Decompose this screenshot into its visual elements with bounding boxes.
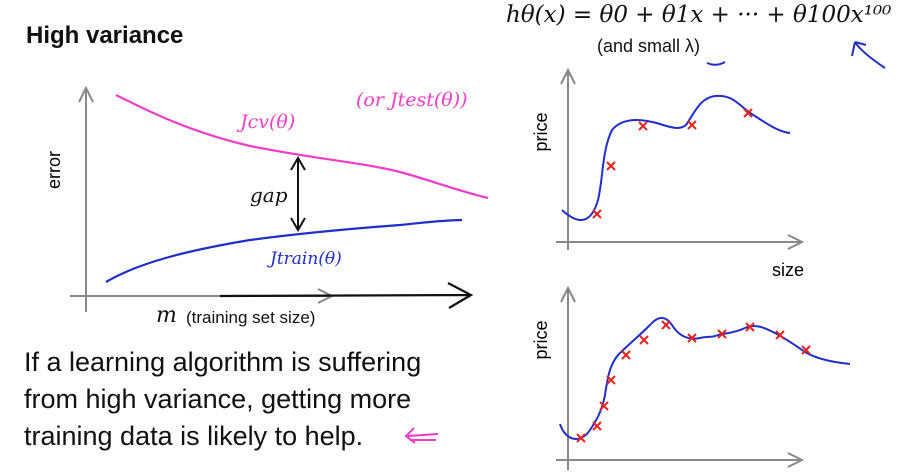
data-point-marker xyxy=(687,333,697,343)
bottom-fit-curve xyxy=(559,316,851,440)
top-fit-curve xyxy=(561,94,791,221)
data-point-marker xyxy=(592,209,602,219)
data-point-marker xyxy=(717,329,727,339)
y-axis-arrowhead xyxy=(78,85,94,103)
lambda-note: (and small λ) xyxy=(597,36,701,56)
error-axis-label: error xyxy=(44,151,64,189)
gap-label: gap xyxy=(250,183,288,207)
top-y-arrowhead xyxy=(560,67,576,85)
formula-text: hθ(x) = θ0 + θ1x + ··· + θ100x¹⁰⁰ xyxy=(506,2,892,28)
data-point-marker xyxy=(687,120,697,130)
explanation-line-2: from high variance, getting more xyxy=(24,384,412,414)
cv-error-curve xyxy=(115,94,489,200)
data-point-marker xyxy=(801,345,811,355)
data-point-marker xyxy=(621,350,631,360)
bottom-y-arrowhead xyxy=(560,285,576,303)
train-error-curve xyxy=(105,218,463,283)
top-fit-plot: price size xyxy=(531,67,805,280)
slide-title: High variance xyxy=(26,22,184,49)
formula-pointer-arrow xyxy=(851,41,886,69)
bottom-fit-plot: price xyxy=(531,285,851,470)
hypothesis-formula: hθ(x) = θ0 + θ1x + ··· + θ100x¹⁰⁰ xyxy=(506,2,891,28)
data-point-marker xyxy=(661,320,671,330)
m-symbol: m xyxy=(156,303,177,328)
data-point-marker xyxy=(576,433,586,443)
explanation-text: If a learning algorithm is suffering fro… xyxy=(24,344,474,455)
test-label: (or Jtest(θ)) xyxy=(356,89,468,111)
learning-curve-plot: error Jcv(θ) (or Jtest(θ)) Jtrain(θ) gap… xyxy=(44,85,489,328)
data-point-marker xyxy=(606,375,616,385)
bottom-price-label: price xyxy=(531,320,551,359)
data-point-marker xyxy=(775,330,785,340)
x-axis-label: (training set size) xyxy=(186,308,315,327)
data-point-marker xyxy=(745,322,755,332)
top-price-label: price xyxy=(531,112,551,151)
explanation-line-3: training data is likely to help. xyxy=(24,421,364,451)
data-point-marker xyxy=(743,108,753,118)
data-point-marker xyxy=(592,421,602,431)
data-point-marker xyxy=(639,335,649,345)
explanation-line-1: If a learning algorithm is suffering xyxy=(24,347,422,377)
size-label: size xyxy=(772,260,804,280)
hand-drawn-x-arrow xyxy=(219,282,474,309)
lambda-underline xyxy=(706,61,726,66)
data-point-marker xyxy=(638,121,648,131)
cv-label: Jcv(θ) xyxy=(236,111,295,133)
train-label: Jtrain(θ) xyxy=(267,249,342,269)
bottom-x-arrowhead xyxy=(787,452,805,468)
data-point-markers xyxy=(576,108,811,443)
gap-arrow xyxy=(290,156,306,232)
data-point-marker xyxy=(599,401,609,411)
top-x-arrowhead xyxy=(787,234,805,250)
data-point-marker xyxy=(606,161,616,171)
